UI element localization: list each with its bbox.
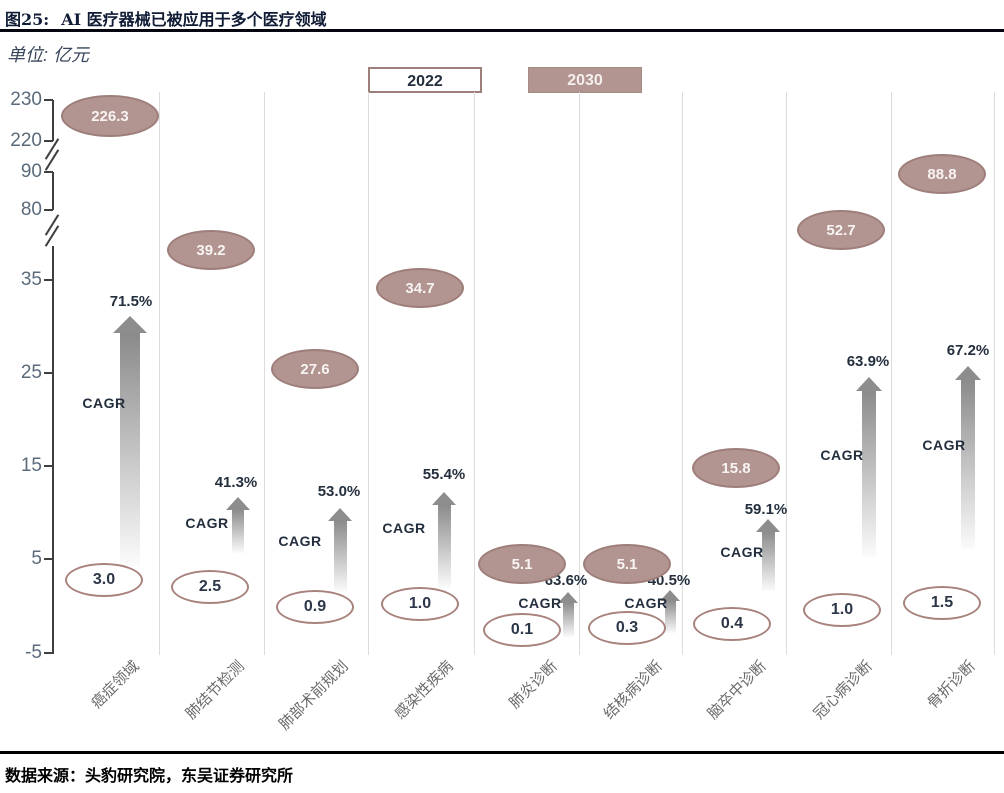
y-axis-segment	[52, 100, 54, 141]
growth-rate-label: 41.3%	[214, 474, 258, 491]
bubble-2030: 15.8	[692, 448, 780, 488]
column-separator	[159, 92, 160, 655]
y-tick-label: -5	[25, 642, 42, 663]
bubble-2022: 0.1	[483, 613, 561, 647]
column-separator	[368, 92, 369, 655]
cagr-arrow-head	[113, 316, 147, 333]
bubble-2022: 1.0	[803, 593, 881, 627]
bubble-2030: 5.1	[478, 544, 566, 584]
y-tick-label: 5	[31, 548, 42, 569]
bubble-2030: 226.3	[61, 95, 159, 137]
y-axis-tick	[44, 209, 53, 211]
figure-title-text: AI 医疗器械已被应用于多个医疗领域	[61, 10, 327, 29]
y-tick-label: 230	[10, 89, 42, 110]
y-axis-tick	[44, 140, 53, 142]
bubble-2022: 1.5	[903, 586, 981, 620]
growth-rate-label: 63.9%	[846, 353, 890, 370]
cagr-arrow-shaft	[120, 332, 140, 566]
cagr-arrow-head	[756, 519, 780, 532]
cagr-arrow-shaft	[664, 600, 676, 633]
chart-area: 230 220 90 80 35 25 15 5 -5 CAGR 71.5% 226.3 3.0 癌症领域…	[10, 89, 995, 733]
y-tick-label: 220	[10, 130, 42, 151]
growth-rate-label: 55.4%	[422, 466, 466, 483]
cagr-arrow-head	[226, 497, 250, 510]
y-tick-label: 25	[20, 362, 42, 383]
y-tick-label: 35	[20, 269, 42, 290]
column-separator	[994, 92, 995, 655]
cagr-label: CAGR	[82, 395, 126, 411]
y-tick-label: 90	[20, 161, 42, 182]
cagr-arrow-shaft	[961, 379, 975, 549]
cagr-arrow-head	[328, 508, 352, 521]
cagr-arrow-head	[660, 590, 680, 601]
growth-rate-label: 71.5%	[109, 293, 153, 310]
column-separator	[264, 92, 265, 655]
cagr-arrow-shaft	[562, 602, 574, 637]
growth-rate-label: 67.2%	[946, 342, 990, 359]
source-text: 数据来源：头豹研究院，东吴证券研究所	[5, 766, 294, 785]
source-divider	[0, 751, 1004, 754]
title-divider	[0, 29, 1004, 32]
y-axis-segment	[52, 172, 54, 210]
y-tick-label: 80	[20, 199, 42, 220]
legend-item-2022: 2022	[368, 67, 482, 93]
bubble-2022: 0.3	[588, 611, 666, 645]
cagr-arrow-head	[432, 492, 456, 505]
bubble-2022: 2.5	[171, 570, 249, 604]
cagr-arrow-shaft	[862, 390, 876, 557]
growth-rate-label: 53.0%	[317, 483, 361, 500]
category-label: 脑卒中诊断	[704, 657, 770, 723]
bubble-2022: 3.0	[65, 563, 143, 597]
bubble-2022: 0.4	[693, 607, 771, 641]
cagr-label: CAGR	[518, 595, 562, 611]
cagr-label: CAGR	[720, 544, 764, 560]
cagr-arrow-shaft	[333, 520, 347, 592]
cagr-arrow-head	[955, 366, 981, 380]
bubble-2030: 52.7	[797, 210, 885, 250]
bubble-2022: 0.9	[276, 590, 354, 624]
unit-label: 单位: 亿元	[7, 45, 90, 65]
bubble-2030: 27.6	[271, 349, 359, 389]
bubble-2030: 5.1	[583, 544, 671, 584]
figure-title: 图25: AI 医疗器械已被应用于多个医疗领域	[5, 6, 327, 30]
y-axis-segment	[52, 246, 54, 654]
bubble-2030: 34.7	[376, 268, 464, 308]
cagr-arrow-head	[856, 377, 882, 391]
y-axis-tick	[44, 465, 53, 467]
legend-item-2030: 2030	[528, 67, 642, 93]
y-axis-tick	[44, 558, 53, 560]
y-axis-tick	[44, 652, 53, 654]
cagr-label: CAGR	[382, 520, 426, 536]
cagr-label: CAGR	[278, 533, 322, 549]
column-separator	[682, 92, 683, 655]
cagr-label: CAGR	[624, 595, 668, 611]
column-separator	[474, 92, 475, 655]
bubble-2030: 88.8	[898, 154, 986, 194]
cagr-label: CAGR	[922, 437, 966, 453]
y-axis-tick	[44, 372, 53, 374]
figure-number: 图25:	[5, 10, 50, 29]
y-axis-tick	[44, 99, 53, 101]
cagr-label: CAGR	[185, 515, 229, 531]
bubble-2022: 1.0	[381, 587, 459, 621]
cagr-arrow-shaft	[437, 504, 451, 588]
y-axis-tick	[44, 279, 53, 281]
bubble-2030: 39.2	[167, 230, 255, 270]
y-tick-label: 15	[20, 455, 42, 476]
cagr-label: CAGR	[820, 447, 864, 463]
axis-break-mark	[44, 225, 60, 247]
column-separator	[891, 92, 892, 655]
column-separator	[579, 92, 580, 655]
cagr-arrow-shaft	[232, 509, 244, 553]
cagr-arrow-head	[558, 592, 578, 603]
column-separator	[786, 92, 787, 655]
cagr-arrow-shaft	[761, 531, 775, 591]
y-axis-tick	[44, 171, 53, 173]
axis-break-mark	[44, 149, 60, 171]
growth-rate-label: 59.1%	[744, 501, 788, 518]
